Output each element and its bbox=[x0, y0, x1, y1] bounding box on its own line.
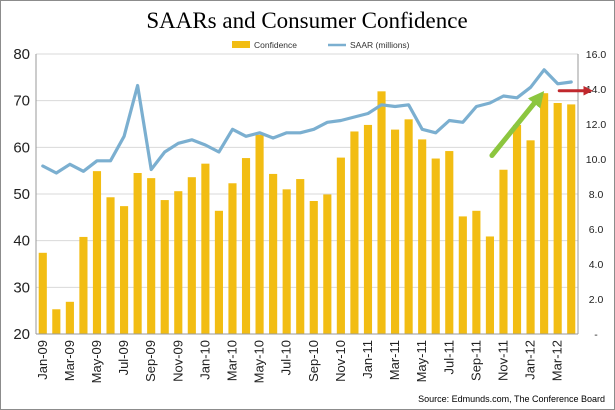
confidence-bar bbox=[431, 158, 440, 334]
y-left-tick-label: 50 bbox=[13, 186, 30, 203]
legend: Confidence SAAR (millions) bbox=[232, 40, 410, 50]
confidence-bar bbox=[485, 236, 494, 334]
x-tick-label: May-11 bbox=[414, 340, 429, 382]
x-tick-label: Jan-12 bbox=[523, 340, 538, 380]
y-left-tick-label: 20 bbox=[13, 326, 30, 343]
x-tick-label: Jan-11 bbox=[360, 340, 375, 379]
y-right-tick-label: 10.0 bbox=[586, 154, 607, 166]
y-left-tick-label: 30 bbox=[13, 279, 30, 296]
x-tick-label: Mar-11 bbox=[387, 340, 402, 380]
saar-line bbox=[41, 68, 573, 175]
confidence-bar bbox=[472, 210, 481, 334]
x-tick-label: Nov-11 bbox=[495, 340, 510, 381]
x-tick-label: Sep-11 bbox=[468, 340, 483, 381]
confidence-bar bbox=[65, 301, 74, 334]
confidence-bar bbox=[567, 104, 576, 335]
y-right-tick-label: 2.0 bbox=[589, 294, 604, 306]
confidence-bar bbox=[147, 178, 156, 334]
y-right-tick-label: 4.0 bbox=[589, 259, 604, 271]
y-right-tick-label: 16.0 bbox=[586, 49, 607, 61]
confidence-bar bbox=[174, 191, 183, 334]
confidence-bar bbox=[38, 252, 47, 334]
confidence-bar bbox=[106, 197, 115, 334]
y-left-tick-label: 40 bbox=[13, 233, 30, 250]
confidence-bar bbox=[160, 200, 169, 334]
x-tick-label: Jul-11 bbox=[441, 340, 456, 374]
confidence-bar bbox=[391, 129, 400, 334]
green-up-arrow bbox=[489, 91, 545, 158]
confidence-bar bbox=[228, 183, 237, 334]
x-tick-label: Nov-09 bbox=[170, 340, 185, 382]
y-right-tick-label: 8.0 bbox=[589, 189, 604, 201]
x-tick-label: Jul-10 bbox=[279, 340, 294, 375]
confidence-bar bbox=[458, 216, 467, 334]
confidence-bar bbox=[350, 131, 359, 334]
y-right-tick-label: 6.0 bbox=[589, 224, 604, 236]
confidence-bar bbox=[92, 171, 102, 334]
annotations bbox=[489, 85, 594, 158]
x-tick-label: Jul-09 bbox=[116, 340, 131, 375]
confidence-bar bbox=[52, 309, 61, 334]
confidence-bar bbox=[296, 179, 305, 334]
y-right-tick-label: - bbox=[594, 329, 598, 341]
x-tick-label: Mar-10 bbox=[224, 340, 239, 381]
confidence-bar bbox=[499, 169, 508, 334]
x-tick-label: May-10 bbox=[252, 340, 267, 383]
x-tick-label: May-09 bbox=[89, 340, 104, 383]
x-tick-label: Sep-09 bbox=[143, 340, 158, 382]
confidence-bar bbox=[418, 139, 427, 334]
x-tick-label: Mar-12 bbox=[550, 340, 565, 381]
confidence-bar bbox=[309, 201, 318, 334]
x-tick-label: Jan-09 bbox=[35, 340, 50, 380]
confidence-bar bbox=[526, 140, 535, 334]
axes: 20304050607080-2.04.06.08.010.012.014.01… bbox=[13, 46, 606, 383]
confidence-bar bbox=[445, 151, 454, 334]
confidence-bar bbox=[214, 210, 223, 334]
x-tick-label: Mar-09 bbox=[62, 340, 77, 381]
confidence-bar bbox=[404, 119, 413, 334]
confidence-bar bbox=[187, 177, 196, 334]
confidence-bar bbox=[323, 194, 332, 334]
y-left-tick-label: 80 bbox=[13, 46, 30, 63]
saar-line-series bbox=[41, 68, 573, 175]
legend-label-confidence: Confidence bbox=[254, 40, 297, 50]
legend-swatch-confidence bbox=[232, 41, 250, 48]
confidence-bar bbox=[255, 134, 264, 334]
confidence-bar bbox=[133, 173, 142, 334]
gridlines bbox=[36, 53, 578, 335]
y-left-tick-label: 70 bbox=[13, 93, 30, 110]
confidence-bar bbox=[241, 158, 251, 334]
x-tick-label: Nov-10 bbox=[333, 340, 348, 382]
confidence-bars bbox=[38, 91, 576, 335]
y-right-tick-label: 12.0 bbox=[586, 119, 607, 131]
confidence-bar bbox=[540, 93, 549, 334]
confidence-bar bbox=[336, 157, 345, 334]
confidence-bar bbox=[512, 124, 522, 334]
legend-label-saar: SAAR (millions) bbox=[350, 40, 410, 50]
chart-title: SAARs and Consumer Confidence bbox=[146, 8, 467, 33]
confidence-bar bbox=[282, 189, 291, 334]
x-tick-label: Jan-10 bbox=[197, 340, 212, 380]
confidence-bar bbox=[553, 103, 562, 334]
confidence-bar bbox=[79, 236, 88, 334]
confidence-bar bbox=[377, 91, 386, 334]
confidence-bar bbox=[363, 124, 373, 334]
y-left-tick-label: 60 bbox=[13, 139, 30, 156]
x-tick-label: Sep-10 bbox=[306, 340, 321, 382]
source-note: Source: Edmunds.com, The Conference Boar… bbox=[418, 394, 605, 404]
confidence-bar bbox=[120, 206, 129, 334]
confidence-bar bbox=[269, 173, 278, 334]
confidence-bar bbox=[201, 163, 210, 334]
